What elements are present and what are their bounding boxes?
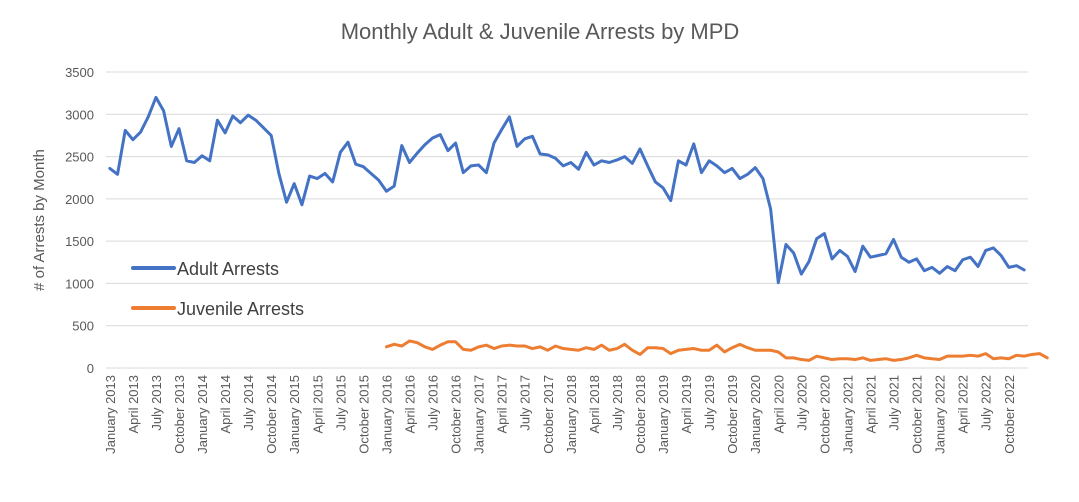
legend: Adult Arrests Juvenile Arrests (131, 259, 304, 319)
x-tick-label: July 2020 (794, 375, 809, 431)
y-axis-label: # of Arrests by Month (31, 149, 48, 291)
x-tick-label: October 2021 (910, 375, 925, 454)
series-line-juvenile (384, 339, 1049, 362)
series-lines (108, 95, 1049, 362)
series-line-adult (108, 95, 1026, 285)
x-tick-label: October 2013 (172, 375, 187, 454)
x-tick-label: April 2013 (126, 375, 141, 434)
x-tick-label: October 2020 (817, 375, 832, 454)
legend-label: Juvenile Arrests (177, 299, 304, 319)
y-tick-label: 3000 (65, 107, 94, 122)
x-tick-label: April 2022 (956, 375, 971, 434)
x-tick-label: October 2017 (541, 375, 556, 454)
x-axis-ticks: January 2013 April 2013 July 2013 October 2… (103, 375, 1017, 454)
x-tick-label: January 2018 (564, 375, 579, 454)
x-tick-label: October 2014 (264, 375, 279, 454)
x-tick-label: October 2016 (449, 375, 464, 454)
x-tick-label: April 2016 (402, 375, 417, 434)
x-tick-label: January 2015 (287, 375, 302, 454)
x-tick-label: October 2015 (356, 375, 371, 454)
x-tick-label: April 2019 (679, 375, 694, 434)
x-tick-label: April 2020 (771, 375, 786, 434)
y-axis-ticks: 0 500 1000 1500 2000 2500 3000 3500 (65, 65, 94, 376)
x-tick-label: April 2014 (218, 375, 233, 434)
x-tick-label: January 2020 (748, 375, 763, 454)
x-tick-label: January 2016 (379, 375, 394, 454)
x-tick-label: April 2017 (495, 375, 510, 434)
x-tick-label: July 2022 (979, 375, 994, 431)
x-tick-label: July 2017 (518, 375, 533, 431)
x-tick-label: January 2021 (840, 375, 855, 454)
chart-title: Monthly Adult & Juvenile Arrests by MPD (341, 19, 740, 44)
x-tick-label: July 2013 (149, 375, 164, 431)
x-tick-label: July 2016 (426, 375, 441, 431)
x-tick-label: October 2019 (725, 375, 740, 454)
legend-label: Adult Arrests (177, 259, 279, 279)
x-tick-label: January 2014 (195, 375, 210, 454)
x-tick-label: July 2015 (333, 375, 348, 431)
x-tick-label: July 2014 (241, 375, 256, 431)
x-tick-label: October 2022 (1002, 375, 1017, 454)
y-tick-label: 2500 (65, 150, 94, 165)
x-tick-label: July 2019 (702, 375, 717, 431)
x-tick-label: January 2022 (933, 375, 948, 454)
x-tick-label: April 2018 (587, 375, 602, 434)
x-tick-label: January 2013 (103, 375, 118, 454)
y-tick-label: 1500 (65, 234, 94, 249)
x-tick-label: April 2021 (863, 375, 878, 434)
y-tick-label: 500 (72, 319, 94, 334)
y-tick-label: 2000 (65, 192, 94, 207)
y-tick-label: 0 (87, 361, 94, 376)
x-tick-label: January 2017 (472, 375, 487, 454)
x-tick-label: July 2018 (610, 375, 625, 431)
gridlines (106, 71, 1028, 369)
x-tick-label: April 2015 (310, 375, 325, 434)
y-tick-label: 3500 (65, 65, 94, 80)
y-tick-label: 1000 (65, 276, 94, 291)
x-tick-label: July 2021 (887, 375, 902, 431)
x-tick-label: October 2018 (633, 375, 648, 454)
x-tick-label: January 2019 (656, 375, 671, 454)
